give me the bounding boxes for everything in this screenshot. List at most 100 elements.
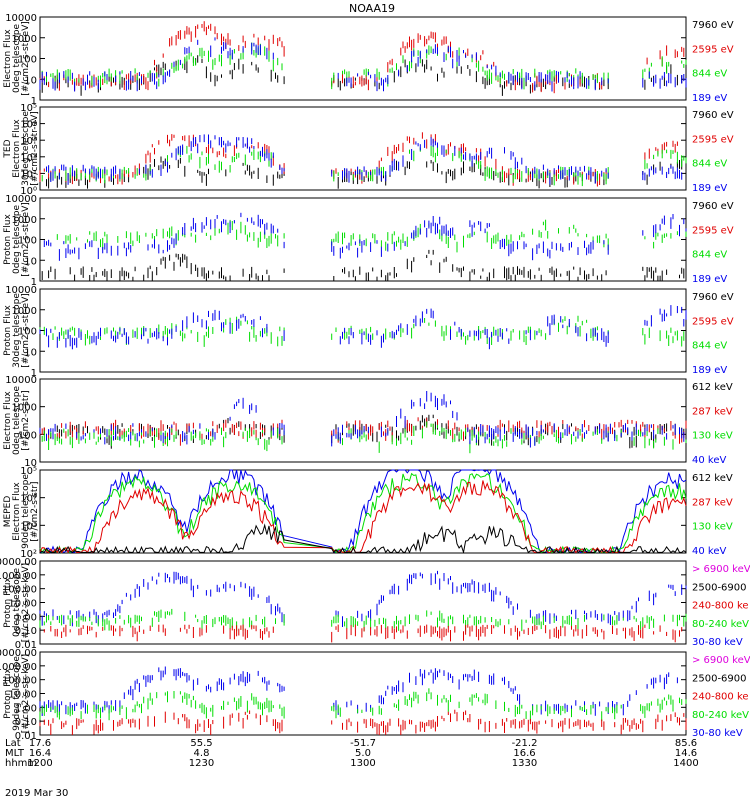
y-tick-label: 0.01 (15, 731, 37, 742)
panel-frame (39, 378, 687, 463)
x-row-label: Lat (5, 738, 21, 749)
y-axis-label: Electron Flux (12, 119, 22, 178)
legend-entry: 2595 eV (692, 44, 734, 55)
y-tick-label: 0.01 (15, 640, 37, 651)
x-tick-label: 1330 (512, 758, 537, 769)
legend-entry: 7960 eV (692, 292, 734, 303)
y-axis-label: 90deg telescope (12, 656, 22, 731)
x-tick-label: 16.6 (513, 748, 535, 759)
legend-entry: 30-80 keV (692, 728, 743, 739)
y-axis-label: Proton Flux (3, 214, 13, 265)
y-tick-label: 1000 (12, 306, 37, 317)
legend-entry: 844 eV (692, 250, 727, 261)
y-tick-label: 1 (31, 96, 37, 107)
y-tick-label: 1.00 (15, 703, 37, 714)
y-axis-label: MEPED (3, 496, 13, 528)
legend-entry: 2595 eV (692, 134, 734, 145)
y-tick-label: 0.10 (15, 626, 37, 637)
panel-6: 10⁵ 10⁴ 10³ 10² MEPED Electron Flux 90deg tele… (3, 466, 733, 560)
legend-entry: 287 keV (692, 406, 733, 417)
legend-entry: 844 eV (692, 159, 727, 170)
y-tick-label: 10³ (20, 136, 37, 147)
panel-5: 10000 1000 100 10 Electron Flux 0deg telescop… (3, 375, 733, 469)
y-tick-label: 10 (24, 347, 37, 358)
panel-7: 10000.00 1000.00 100.00 10.00 1.00 0.10 0.01 Pr… (0, 557, 750, 651)
y-tick-label: 10⁴ (20, 120, 37, 131)
y-tick-label: 100.00 (2, 676, 37, 687)
y-tick-label: 100 (18, 430, 37, 441)
y-tick-label: 10 (24, 75, 37, 86)
legend-entry: 287 keV (692, 497, 733, 508)
x-tick-label: 1200 (27, 758, 52, 769)
y-tick-label: 10³ (20, 521, 37, 532)
y-tick-label: 100 (18, 55, 37, 66)
y-axis-label: 30deg telescope (21, 111, 31, 186)
panel-8: 10000.00 1000.00 100.00 10.00 1.00 0.10 0.01 Pr… (0, 648, 750, 742)
legend-entry: 130 keV (692, 431, 733, 442)
y-tick-label: 10⁵ (20, 466, 37, 477)
x-tick-label: 14.6 (675, 748, 697, 759)
y-tick-label: 10000 (5, 375, 37, 386)
y-tick-label: 10⁴ (20, 494, 37, 505)
y-axis-label: Electron Flux (3, 29, 13, 88)
y-axis-label: 90deg telescope (21, 474, 31, 549)
y-axis-label: Electron Flux (12, 482, 22, 541)
legend-entry: 189 eV (692, 365, 727, 376)
y-axis-label: [#/cm2-s-str] (30, 481, 40, 541)
y-tick-label: 100 (18, 327, 37, 338)
x-tick-label: 1300 (350, 758, 375, 769)
legend-entry: 612 keV (692, 473, 733, 484)
panel-3: 10000 1000 100 10 1 Proton Flux 0deg telescope… (3, 194, 734, 288)
y-tick-label: 1000.00 (0, 662, 37, 673)
legend-entry: 2595 eV (692, 225, 734, 236)
y-axis-label: TED (3, 139, 13, 158)
legend-entry: 80-240 keV (692, 710, 749, 721)
x-tick-label: 5.0 (355, 748, 371, 759)
panel-1: 10000 1000 100 10 1 Electron Flux 0deg telesco… (3, 13, 734, 107)
y-tick-label: 10 (24, 256, 37, 267)
legend-entry: > 6900 keV (692, 655, 750, 666)
legend-entry: 7960 eV (692, 20, 734, 31)
x-tick-label: 55.5 (190, 738, 212, 749)
x-row-label: MLT (5, 748, 25, 759)
y-axis-label: [#/cm2-s-str-eV] (21, 293, 31, 368)
y-axis-label: 0deg telescope (12, 24, 22, 94)
x-row-label: hhmm (5, 758, 37, 769)
y-tick-label: 1 (31, 277, 37, 288)
legend-entry: 2500-6900 (692, 582, 747, 593)
legend-entry: 40 keV (692, 455, 726, 466)
panel-4: 10000 1000 100 10 1 Proton Flux 30deg telescop… (3, 285, 734, 379)
series-line-black (39, 523, 687, 554)
y-tick-label: 1000.00 (0, 571, 37, 582)
y-axis-label: 30deg telescope (12, 293, 22, 368)
x-tick-label: 1400 (673, 758, 698, 769)
y-tick-label: 100.00 (2, 585, 37, 596)
y-tick-label: 10000.00 (0, 648, 37, 659)
series-line-green (39, 472, 687, 554)
y-tick-label: 10² (20, 549, 37, 560)
y-tick-label: 1.00 (15, 612, 37, 623)
legend-entry: 2595 eV (692, 316, 734, 327)
y-axis-label: 0deg telescope (12, 205, 22, 275)
legend-entry: 30-80 keV (692, 637, 743, 648)
legend-entry: 80-240 keV (692, 619, 749, 630)
y-tick-label: 10² (20, 153, 37, 164)
series-line-red (39, 480, 687, 554)
legend-entry: 844 eV (692, 341, 727, 352)
y-tick-label: 10.00 (8, 599, 37, 610)
y-axis-label: 0deg telescope (12, 386, 22, 456)
legend-entry: 240-800 ke (692, 601, 749, 612)
y-axis-label: Proton Flux (3, 668, 13, 719)
y-axis-label: [#/cm2-s-str-eV] (21, 21, 31, 96)
x-tick-label: 1230 (189, 758, 214, 769)
panel-frame (39, 106, 687, 191)
series-line-blue (40, 469, 687, 554)
legend-entry: 2500-6900 (692, 673, 747, 684)
legend-entry: 130 keV (692, 522, 733, 533)
legend-entry: 7960 eV (692, 110, 734, 121)
y-tick-label: 0.10 (15, 717, 37, 728)
y-tick-label: 10000 (5, 194, 37, 205)
x-tick-label: 16.4 (29, 748, 51, 759)
